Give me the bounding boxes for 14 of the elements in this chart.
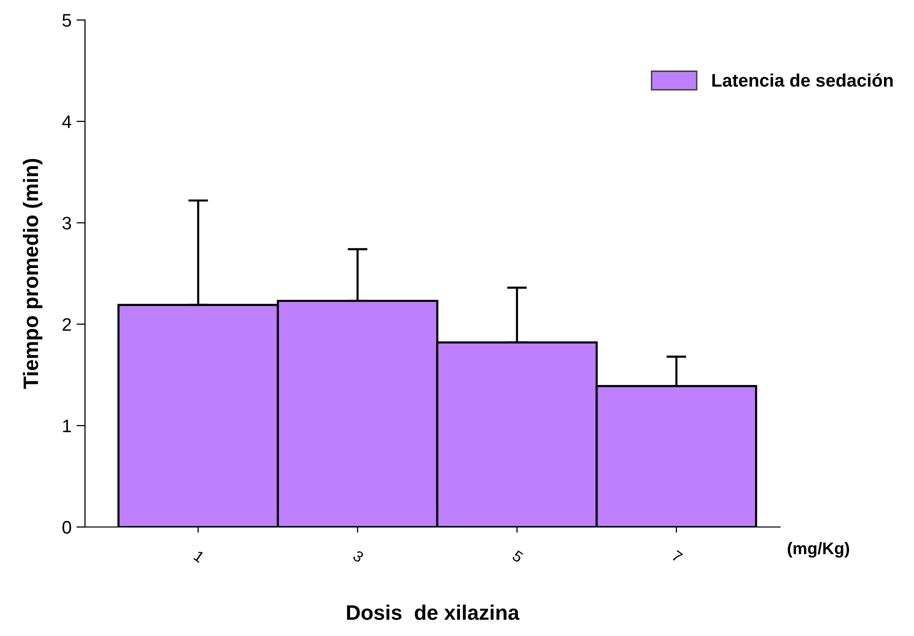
y-tick-label: 3 <box>62 216 72 230</box>
y-tick-label: 4 <box>62 116 72 128</box>
y-tick-label: 5 <box>62 14 72 27</box>
y-axis-title: Tiempo promedio (min) <box>22 158 42 389</box>
x-tick-label: 7 <box>671 550 683 563</box>
legend-label: Latencia de sedación <box>712 73 893 87</box>
text: (mg/Kg) <box>788 542 850 558</box>
y-tick-label: 0 <box>62 520 72 534</box>
y-tick-label: 2 <box>62 318 71 331</box>
x-tick-label: 1 <box>193 550 205 563</box>
x-tick-label: 5 <box>512 550 524 563</box>
x-axis-title: Dosis de xilazina <box>347 604 520 620</box>
x-tick-label: 3 <box>352 550 364 563</box>
y-tick-label: 1 <box>63 420 71 432</box>
